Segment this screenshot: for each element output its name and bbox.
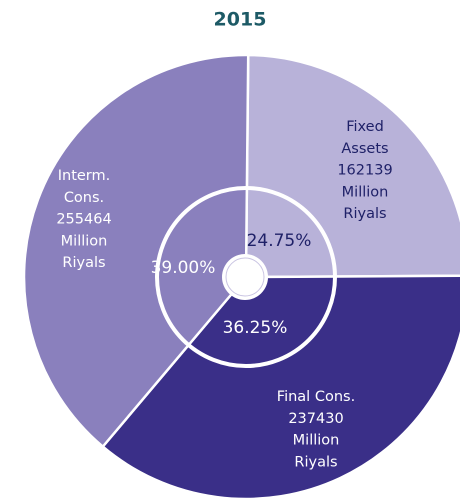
slice-label: Riyals <box>343 206 386 222</box>
center-hole-rim <box>225 257 265 297</box>
slice-label: Million <box>293 433 340 449</box>
slice-label: Riyals <box>62 255 105 271</box>
chart-title: 2015 <box>214 9 267 31</box>
pie-slice <box>101 274 460 499</box>
inner-ring <box>155 186 337 368</box>
slices <box>22 53 460 499</box>
slice-label: 162139 <box>337 163 392 179</box>
value-label: 39.00% <box>151 258 216 278</box>
slice-label: Riyals <box>294 454 337 470</box>
slice-label: Assets <box>341 141 388 157</box>
value-label: 36.25% <box>223 318 288 338</box>
pie-slice <box>22 53 250 449</box>
slice-label: 255464 <box>56 212 111 228</box>
slice-label: Cons. <box>64 190 104 206</box>
slice-label: Final Cons. <box>277 389 355 405</box>
slice-label: 237430 <box>288 411 343 427</box>
labels: Fixed Assets 162139 Million Riyals 24.75% Fina… <box>56 119 392 470</box>
slice-label: Million <box>61 233 108 249</box>
slice-label: Fixed <box>346 119 384 135</box>
slice-label: Million <box>342 184 389 200</box>
value-label: 24.75% <box>247 231 312 251</box>
pie-slice <box>244 53 460 279</box>
slice-label: Interm. <box>58 168 111 184</box>
